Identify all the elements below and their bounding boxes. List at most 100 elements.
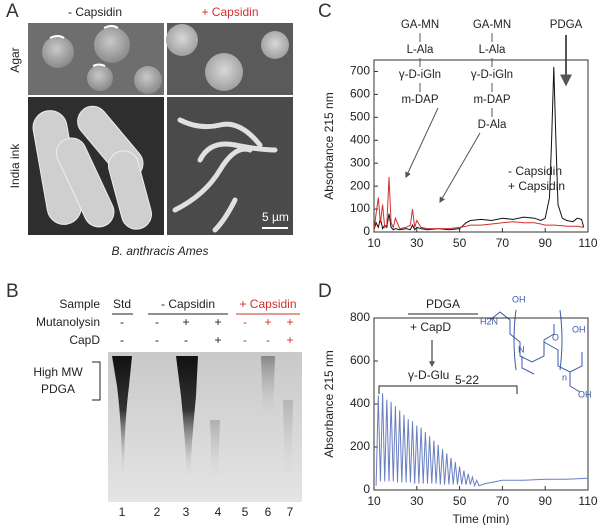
- y-tick-label: 0: [363, 224, 370, 238]
- structure-label: N: [518, 344, 525, 354]
- annotation: PDGA: [426, 297, 460, 311]
- annotation: m-DAP: [401, 94, 438, 106]
- annotation: γ-D-iGln: [471, 69, 513, 81]
- table-cell: -: [184, 333, 188, 347]
- plot-frame: [373, 317, 589, 491]
- lane-number: 4: [215, 505, 222, 519]
- annotation: PDGA: [550, 19, 583, 31]
- table-cell: +: [214, 333, 221, 347]
- panel-label: B: [6, 281, 19, 302]
- x-tick-label: 50: [453, 236, 467, 250]
- data-line: [375, 393, 589, 488]
- x-tick-label: 30: [410, 236, 424, 250]
- y-tick-label: 100: [350, 201, 370, 215]
- y-tick-label: 200: [350, 439, 370, 453]
- structure-label: n: [562, 372, 567, 382]
- bracket: [92, 361, 101, 401]
- annotation: + CapD: [410, 320, 451, 334]
- y-tick-label: 800: [350, 310, 370, 324]
- table-cell: -: [155, 315, 159, 329]
- table-cell: -: [120, 315, 124, 329]
- x-tick-label: 90: [539, 494, 553, 508]
- lane-number: 3: [183, 505, 190, 519]
- legend-entry: - Capsidin: [508, 164, 562, 178]
- table-cell: -: [243, 315, 247, 329]
- annotation: L-Ala: [407, 44, 434, 56]
- table-cell: +: [182, 315, 189, 329]
- table-cell: -: [120, 333, 124, 347]
- x-tick-label: 70: [496, 236, 510, 250]
- lane-number: 2: [154, 505, 161, 519]
- y-tick-label: 600: [350, 353, 370, 367]
- table-cell: +: [286, 315, 293, 329]
- row-header: CapD: [69, 333, 100, 347]
- table-cell: -: [243, 333, 247, 347]
- x-tick-label: 110: [578, 494, 597, 508]
- band-label: High MW: [33, 365, 83, 379]
- y-tick-label: 700: [350, 64, 370, 78]
- y-tick-label: 400: [350, 132, 370, 146]
- group-header: + Capsidin: [239, 297, 296, 311]
- annotation: m-DAP: [473, 94, 510, 106]
- pdga-scheme: [378, 313, 518, 394]
- row-header: Mutanolysin: [36, 315, 100, 329]
- y-axis-label: Absorbance 215 nm: [322, 350, 336, 457]
- y-tick-label: 500: [350, 110, 370, 124]
- group-header: - Capsidin: [161, 297, 215, 311]
- y-axis-label: Absorbance 215 nm: [322, 92, 336, 199]
- column-header: - Capsidin: [68, 5, 122, 19]
- row-header: Sample: [59, 297, 100, 311]
- x-tick-label: 10: [367, 494, 381, 508]
- y-tick-label: 400: [350, 396, 370, 410]
- annotation: D-Ala: [478, 119, 507, 131]
- chemical-structure: [489, 309, 583, 393]
- panel-label: C: [318, 1, 332, 22]
- scale-bar-label: 5 µm: [262, 210, 289, 224]
- structure-label: OH: [572, 324, 586, 334]
- band-label: PDGA: [41, 382, 75, 396]
- legend-entry: + Capsidin: [508, 179, 565, 193]
- table-cell: +: [286, 333, 293, 347]
- panel-label: A: [6, 1, 19, 22]
- x-tick-label: 10: [367, 236, 381, 250]
- data-line: [373, 66, 585, 231]
- x-tick-label: 30: [410, 494, 424, 508]
- plot-frame: [373, 59, 589, 233]
- annotation: 5-22: [455, 373, 479, 387]
- y-tick-label: 300: [350, 155, 370, 169]
- structure-label: OH: [578, 389, 592, 399]
- row-label: Agar: [8, 47, 22, 72]
- annotation: L-Ala: [479, 44, 506, 56]
- structure-label: OH: [512, 294, 526, 304]
- x-tick-label: 110: [578, 236, 597, 250]
- structure-label: O: [552, 332, 559, 342]
- table-cell: +: [214, 315, 221, 329]
- structure-label: H2N: [480, 316, 498, 326]
- annotation: γ-D-Glu: [408, 368, 449, 382]
- table-cell: +: [264, 315, 271, 329]
- micrographs: [28, 23, 293, 235]
- lane-number: 6: [265, 505, 272, 519]
- row-label: India ink: [8, 143, 22, 189]
- y-tick-label: 600: [350, 87, 370, 101]
- lane-number: 1: [119, 505, 126, 519]
- x-axis-label: Time (min): [453, 512, 510, 525]
- caption: B. anthracis Ames: [112, 244, 209, 258]
- annotation: GA-MN: [473, 19, 511, 31]
- annotation: GA-MN: [401, 19, 439, 31]
- lane-number: 7: [287, 505, 294, 519]
- annotation: γ-D-iGln: [399, 69, 441, 81]
- gel: [108, 352, 302, 502]
- lane-number: 5: [242, 505, 249, 519]
- y-tick-label: 0: [363, 482, 370, 496]
- table-cell: -: [155, 333, 159, 347]
- x-tick-label: 90: [539, 236, 553, 250]
- column-header: + Capsidin: [201, 5, 258, 19]
- y-tick-label: 200: [350, 178, 370, 192]
- table-cell: -: [266, 333, 270, 347]
- group-header: Std: [113, 297, 131, 311]
- x-tick-label: 70: [496, 494, 510, 508]
- data-line: [373, 176, 584, 230]
- panel-label: D: [318, 281, 332, 302]
